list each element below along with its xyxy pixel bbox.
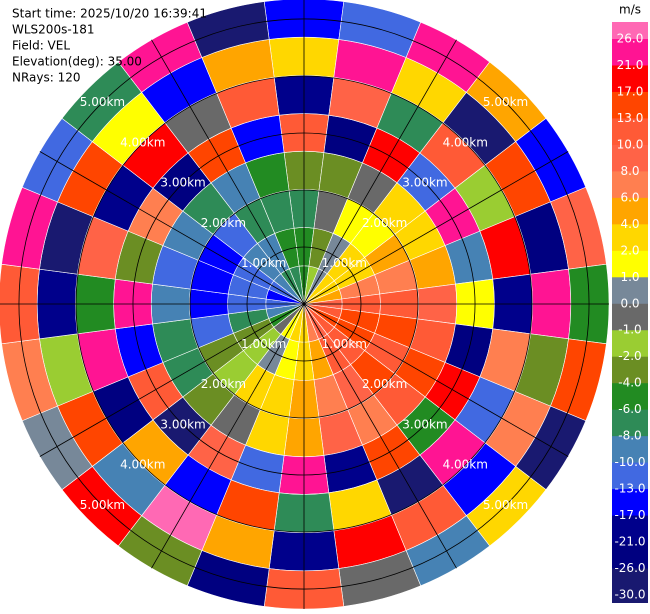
range-ring — [189, 189, 419, 419]
range-label: 1.00km — [241, 256, 286, 270]
range-label: 1.00km — [241, 337, 286, 351]
colorbar-segment — [612, 436, 648, 464]
colorbar-label: 10.0 — [617, 137, 644, 151]
colorbar-cap — [612, 595, 648, 603]
header-line: Elevation(deg): 35.00 — [12, 55, 142, 69]
colorbar-segment — [612, 224, 648, 252]
colorbar-segment — [612, 489, 648, 517]
colorbar-label: 21.0 — [617, 58, 644, 72]
colorbar-label: 8.0 — [620, 164, 639, 178]
colorbar-segment — [612, 409, 648, 437]
colorbar-segment — [612, 91, 648, 119]
range-label: 4.00km — [120, 458, 165, 472]
range-label: 3.00km — [402, 417, 447, 431]
range-label: 4.00km — [120, 135, 165, 149]
colorbar-label: -30.0 — [614, 588, 645, 602]
colorbar-cap — [612, 22, 648, 39]
colorbar-label: 13.0 — [617, 111, 644, 125]
range-label: 5.00km — [80, 498, 125, 512]
colorbar-label: -8.0 — [618, 429, 641, 443]
colorbar-segment — [612, 197, 648, 225]
range-label: 4.00km — [443, 135, 488, 149]
colorbar-segment — [612, 250, 648, 278]
range-label: 2.00km — [201, 377, 246, 391]
range-label: 5.00km — [483, 498, 528, 512]
colorbar-segment — [612, 303, 648, 331]
spoke — [39, 303, 305, 457]
colorbar-segment — [612, 118, 648, 146]
range-label: 1.00km — [322, 337, 367, 351]
header: Start time: 2025/10/20 16:39:41 WLS200s-1… — [12, 7, 207, 85]
ppi — [0, 0, 610, 610]
colorbar-label: 26.0 — [617, 32, 644, 46]
colorbar-segment — [612, 330, 648, 358]
colorbar-segment — [612, 171, 648, 199]
header-line: WLS200s-181 — [12, 23, 95, 37]
header-line: NRays: 120 — [12, 71, 81, 85]
colorbar-segment — [612, 277, 648, 305]
colorbar-label: -13.0 — [614, 482, 645, 496]
colorbar-segment — [612, 144, 648, 172]
range-label: 3.00km — [160, 417, 205, 431]
spoke — [151, 39, 305, 305]
overlay: 1.00km 1.00km 1.00km 1.00km 2.00km 2.00km 2.00… — [0, 0, 609, 609]
spoke — [303, 303, 569, 457]
colorbar-segment — [612, 39, 648, 66]
colorbar-label: 1.0 — [620, 270, 639, 284]
header-line: Start time: 2025/10/20 16:39:41 — [12, 7, 207, 21]
range-ring — [18, 18, 590, 590]
colorbar: 26.0 21.0 17.0 13.0 10.0 8.0 6.0 4.0 2.0 1.0 0.0 -1… — [612, 3, 648, 603]
range-label: 5.00km — [483, 95, 528, 109]
colorbar-segment — [612, 356, 648, 384]
colorbar-segment — [612, 542, 648, 570]
colorbar-label: 17.0 — [617, 84, 644, 98]
spoke — [303, 151, 569, 305]
spoke — [39, 151, 305, 305]
range-label: 2.00km — [362, 377, 407, 391]
range-label: 3.00km — [402, 176, 447, 190]
colorbar-label: 0.0 — [620, 296, 639, 310]
header-line: Field: VEL — [12, 39, 70, 53]
colorbar-segment — [612, 568, 648, 596]
colorbar-label: 2.0 — [620, 243, 639, 257]
colorbar-label: -6.0 — [618, 402, 641, 416]
spoke — [303, 303, 457, 569]
spoke — [303, 39, 457, 305]
colorbar-label: -17.0 — [614, 508, 645, 522]
colorbar-label: -26.0 — [614, 561, 645, 575]
range-label: 1.00km — [322, 256, 367, 270]
range-label: 4.00km — [443, 458, 488, 472]
colorbar-label: 6.0 — [620, 190, 639, 204]
colorbar-unit: m/s — [619, 3, 641, 17]
range-ring — [75, 75, 533, 533]
range-label: 5.00km — [80, 95, 125, 109]
spoke — [151, 303, 305, 569]
colorbar-label: -21.0 — [614, 535, 645, 549]
range-ring — [132, 132, 476, 476]
colorbar-segment — [612, 462, 648, 490]
colorbar-label: -2.0 — [618, 349, 641, 363]
colorbar-label: -4.0 — [618, 376, 641, 390]
colorbar-label: -10.0 — [614, 455, 645, 469]
range-label: 2.00km — [201, 216, 246, 230]
colorbar-label: 4.0 — [620, 217, 639, 231]
colorbar-label: -1.0 — [618, 323, 641, 337]
range-ring — [246, 246, 362, 362]
range-label: 3.00km — [160, 176, 205, 190]
colorbar-segment — [612, 383, 648, 411]
colorbar-segment — [612, 65, 648, 93]
colorbar-segment — [612, 515, 648, 543]
range-label: 2.00km — [362, 216, 407, 230]
